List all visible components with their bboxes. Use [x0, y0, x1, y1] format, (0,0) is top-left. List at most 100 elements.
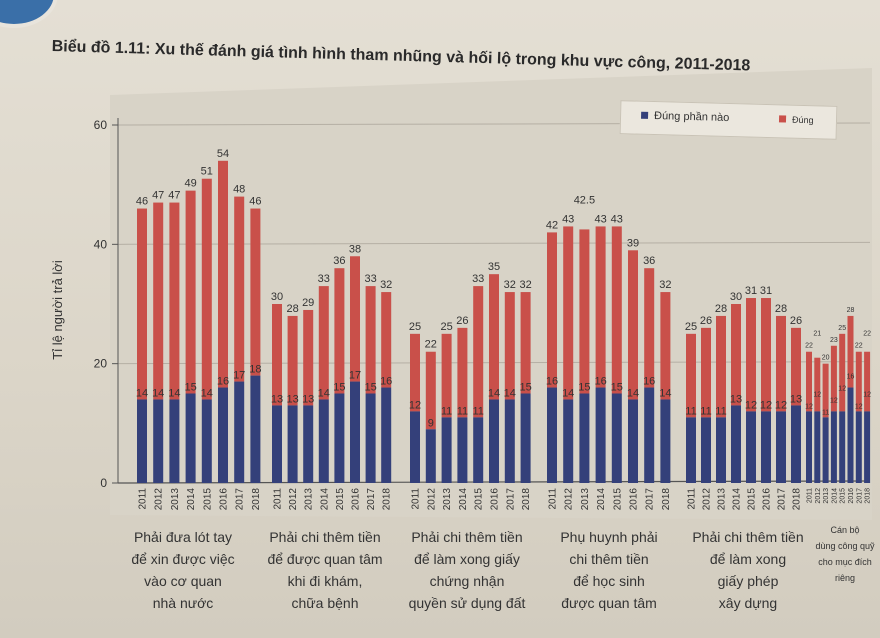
total-value-label: 46	[249, 196, 261, 208]
category-label-line: Cán bộ	[830, 525, 860, 535]
partial-value-label: 17	[349, 370, 361, 382]
bar-dung	[272, 304, 282, 406]
bar-dung	[855, 351, 862, 412]
year-tick-label: 2012	[564, 488, 575, 511]
category-label-line: dùng công quỹ	[815, 541, 875, 551]
y-tick-label: 20	[94, 357, 108, 371]
bar-dung	[830, 345, 837, 412]
total-value-label: 43	[594, 213, 606, 225]
bar-dung	[847, 315, 854, 388]
bar-dung-phan-nao	[746, 411, 756, 483]
bar-dung-phan-nao	[814, 411, 821, 483]
category-label: Phải chi thêm tiền để làm xong giấy chứng …	[397, 526, 537, 614]
total-value-label: 32	[659, 279, 671, 291]
year-tick-label: 2016	[219, 488, 230, 511]
total-value-label: 30	[730, 291, 742, 303]
year-tick-label: 2017	[645, 488, 656, 511]
bar-dung	[701, 327, 711, 418]
bar-dung-phan-nao	[441, 417, 452, 483]
bar-dung-phan-nao	[303, 405, 314, 483]
category-label-line: để học sinh	[573, 573, 645, 589]
year-tick-label: 2017	[235, 488, 246, 511]
bar-dung-phan-nao	[169, 399, 180, 483]
category-label-line: chữa bệnh	[291, 595, 359, 611]
total-value-label: 22	[805, 343, 813, 350]
bar-dung-phan-nao	[731, 405, 741, 483]
bar-dung	[201, 178, 212, 400]
legend-item-true: Đúng	[778, 113, 814, 126]
bar-dung-phan-nao	[716, 417, 726, 483]
partial-value-label: 11	[472, 405, 483, 417]
category-label-line: khi đi khám,	[287, 573, 363, 589]
category-label-line: chứng nhận	[429, 573, 505, 589]
bar-dung	[334, 268, 345, 394]
legend-swatch-partial	[641, 111, 649, 119]
partial-value-label: 15	[578, 382, 590, 394]
bar-dung	[381, 292, 392, 388]
total-value-label: 20	[822, 355, 830, 362]
year-tick-label: 2014	[596, 488, 607, 511]
partial-value-label: 16	[380, 376, 392, 388]
bar-dung	[579, 229, 590, 394]
bar-dung-phan-nao	[318, 399, 329, 483]
total-value-label: 22	[855, 343, 863, 350]
year-tick-label: 2012	[702, 488, 713, 511]
category-label-line: để được quan tâm	[267, 551, 383, 567]
bar-dung	[746, 298, 756, 412]
bar-dung-phan-nao	[563, 399, 574, 483]
bar-dung-phan-nao	[822, 417, 829, 483]
category-label-line: để làm xong	[709, 551, 787, 567]
bar-dung-phan-nao	[334, 393, 345, 483]
bar-dung-phan-nao	[381, 387, 392, 483]
bar-dung-phan-nao	[504, 399, 515, 483]
total-value-label: 36	[643, 255, 655, 267]
total-value-label: 47	[168, 190, 180, 202]
year-tick-label: 2011	[806, 488, 813, 503]
bar-dung-phan-nao	[137, 399, 147, 483]
year-tick-label: 2018	[661, 488, 672, 511]
partial-value-label: 13	[271, 393, 283, 405]
year-tick-label: 2016	[848, 488, 855, 504]
legend: Đúng phần nào Đúng	[619, 100, 838, 140]
year-tick-label: 2011	[411, 488, 422, 510]
bar-dung	[504, 292, 515, 400]
bar-dung-phan-nao	[250, 375, 261, 483]
year-tick-label: 2018	[792, 488, 803, 511]
year-tick-label: 2013	[304, 488, 315, 511]
bar-dung	[137, 208, 147, 400]
total-value-label: 21	[813, 331, 821, 338]
bar-dung	[563, 226, 574, 400]
total-value-label: 46	[136, 196, 148, 208]
partial-value-label: 12	[830, 397, 838, 404]
bar-dung-phan-nao	[272, 405, 282, 483]
total-value-label: 32	[504, 279, 516, 291]
year-tick-label: 2014	[186, 488, 197, 511]
year-tick-label: 2014	[831, 488, 838, 504]
bar-dung-phan-nao	[855, 411, 862, 483]
category-label-line: được quan tâm	[561, 595, 657, 611]
legend-label-true: Đúng	[791, 114, 814, 126]
bar-dung-phan-nao	[287, 405, 298, 483]
partial-value-label: 12	[813, 391, 821, 398]
bar-dung	[234, 196, 245, 382]
year-tick-label: 2012	[815, 488, 822, 504]
partial-value-label: 15	[611, 382, 623, 394]
year-tick-label: 2013	[442, 488, 453, 511]
total-value-label: 25	[440, 321, 452, 333]
bar-dung-phan-nao	[806, 411, 812, 483]
total-value-label: 28	[775, 303, 787, 315]
year-tick-label: 2011	[548, 488, 559, 510]
bar-dung-phan-nao	[595, 387, 606, 483]
partial-value-label: 18	[249, 364, 261, 376]
bar-dung-phan-nao	[520, 393, 531, 483]
total-value-label: 31	[760, 285, 772, 297]
total-value-label: 29	[302, 297, 314, 309]
bar-dung-phan-nao	[579, 393, 590, 483]
partial-value-label: 12	[775, 399, 787, 411]
partial-value-label: 12	[838, 385, 846, 392]
total-value-label: 48	[233, 184, 245, 196]
bar-dung-phan-nao	[830, 411, 837, 483]
partial-value-label: 14	[168, 387, 180, 399]
year-tick-label: 2012	[154, 488, 165, 511]
